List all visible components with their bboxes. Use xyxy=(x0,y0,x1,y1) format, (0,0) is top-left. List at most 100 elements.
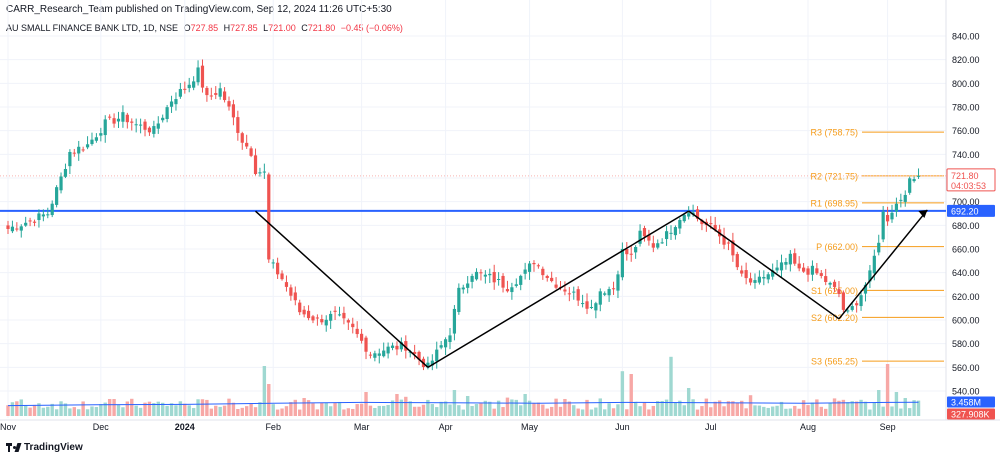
volume-bar xyxy=(227,398,231,416)
y-tick-label: 760.00 xyxy=(952,126,980,136)
candle-body xyxy=(267,174,271,260)
candle-body xyxy=(554,284,558,288)
volume-ma-line xyxy=(7,401,919,407)
volume-bar xyxy=(797,408,801,416)
volume-bar xyxy=(779,401,784,416)
y-tick-label: 560.00 xyxy=(952,363,980,373)
volume-bar xyxy=(103,402,107,416)
volume-bar xyxy=(514,399,518,416)
volume-bar xyxy=(77,409,81,416)
volume-bar xyxy=(37,403,41,416)
volume-bar xyxy=(200,399,205,416)
volume-bar xyxy=(554,398,558,416)
candle-body xyxy=(536,265,540,267)
candle-body xyxy=(837,289,841,294)
candle-body xyxy=(395,345,399,350)
candle-body xyxy=(572,291,576,293)
volume-bar xyxy=(647,409,651,416)
volume-bar xyxy=(744,408,748,416)
candle-body xyxy=(253,155,258,174)
volume-bar xyxy=(121,407,125,416)
candle-body xyxy=(41,214,45,217)
volume-bar xyxy=(205,399,209,416)
candle-body xyxy=(877,242,881,253)
volume-bar xyxy=(112,399,116,416)
candle-body xyxy=(37,213,41,221)
candle-body xyxy=(346,320,350,323)
volume-bar xyxy=(15,401,19,416)
pivot-label: S3 (565.25) xyxy=(811,357,858,367)
candle-body xyxy=(660,242,664,244)
candle-body xyxy=(222,91,227,101)
candle-body xyxy=(766,274,770,280)
volume-bar xyxy=(183,403,187,416)
candle-body xyxy=(682,214,686,222)
volume-bar xyxy=(342,409,346,416)
x-tick-label: Feb xyxy=(265,422,281,432)
grid-lines xyxy=(0,0,946,418)
candle-body xyxy=(483,274,487,277)
volume-bar xyxy=(726,401,731,416)
volume-bar xyxy=(479,403,483,416)
volume-bar xyxy=(558,406,563,416)
candle-body xyxy=(200,65,205,88)
publisher-line: CARR_Research_Team published on TradingV… xyxy=(6,4,392,15)
volume-bar xyxy=(359,403,364,416)
candle-body xyxy=(846,310,850,312)
volume-bar xyxy=(377,405,381,416)
volume-bar xyxy=(903,398,907,416)
volume-bar xyxy=(152,403,156,416)
volume-bar xyxy=(594,407,598,416)
symbol-title[interactable]: AU SMALL FINANCE BANK LTD, 1D, NSE xyxy=(6,23,179,33)
candle-body xyxy=(545,275,549,279)
high-value: 727.85 xyxy=(230,23,258,33)
y-tick-label: 660.00 xyxy=(952,245,980,255)
candle-body xyxy=(63,168,68,177)
candle-body xyxy=(19,226,23,231)
volume-bar xyxy=(28,407,32,416)
volume-bar xyxy=(134,405,138,416)
candle-body xyxy=(298,302,302,313)
volume-bar xyxy=(863,401,868,416)
volume-bar xyxy=(351,408,355,416)
volume-bar xyxy=(196,399,200,416)
volume-bar xyxy=(275,409,280,416)
volume-bar xyxy=(629,374,633,416)
candle-body xyxy=(333,310,337,312)
tradingview-logo[interactable]: TradingView xyxy=(6,442,83,453)
volume-bar xyxy=(695,409,700,416)
y-tick-label: 620.00 xyxy=(952,292,980,302)
candle-body xyxy=(116,118,121,122)
volume-bar xyxy=(748,395,753,416)
y-tick-label: 700.00 xyxy=(952,197,980,207)
y-tick-label: 640.00 xyxy=(952,268,980,278)
candle-body xyxy=(461,287,465,290)
volume-bar xyxy=(333,402,337,416)
volume-bar xyxy=(107,398,112,416)
volume-bar xyxy=(222,405,227,416)
volume-bar xyxy=(854,401,859,416)
volume-bar xyxy=(691,399,695,416)
volume-bar xyxy=(262,366,267,416)
volume-bar xyxy=(174,405,178,416)
volume-bar xyxy=(753,405,757,416)
candle-body xyxy=(474,271,479,280)
volume-bar xyxy=(364,392,368,416)
volume-bar xyxy=(784,408,788,416)
volume-bar xyxy=(815,399,819,416)
volume-bar xyxy=(686,388,691,416)
volume-bar xyxy=(244,406,249,416)
candle-body xyxy=(819,273,823,276)
candle-body xyxy=(664,231,669,240)
candle-body xyxy=(527,263,532,272)
volume-bar xyxy=(673,402,678,416)
volume-bar xyxy=(435,407,439,416)
tradingview-brand: TradingView xyxy=(24,442,83,453)
volume-bar xyxy=(770,406,775,416)
volume-bar xyxy=(523,394,527,416)
candle-body xyxy=(103,119,107,136)
candle-body xyxy=(753,280,757,283)
candle-body xyxy=(443,339,448,348)
volume-bar xyxy=(443,401,448,416)
